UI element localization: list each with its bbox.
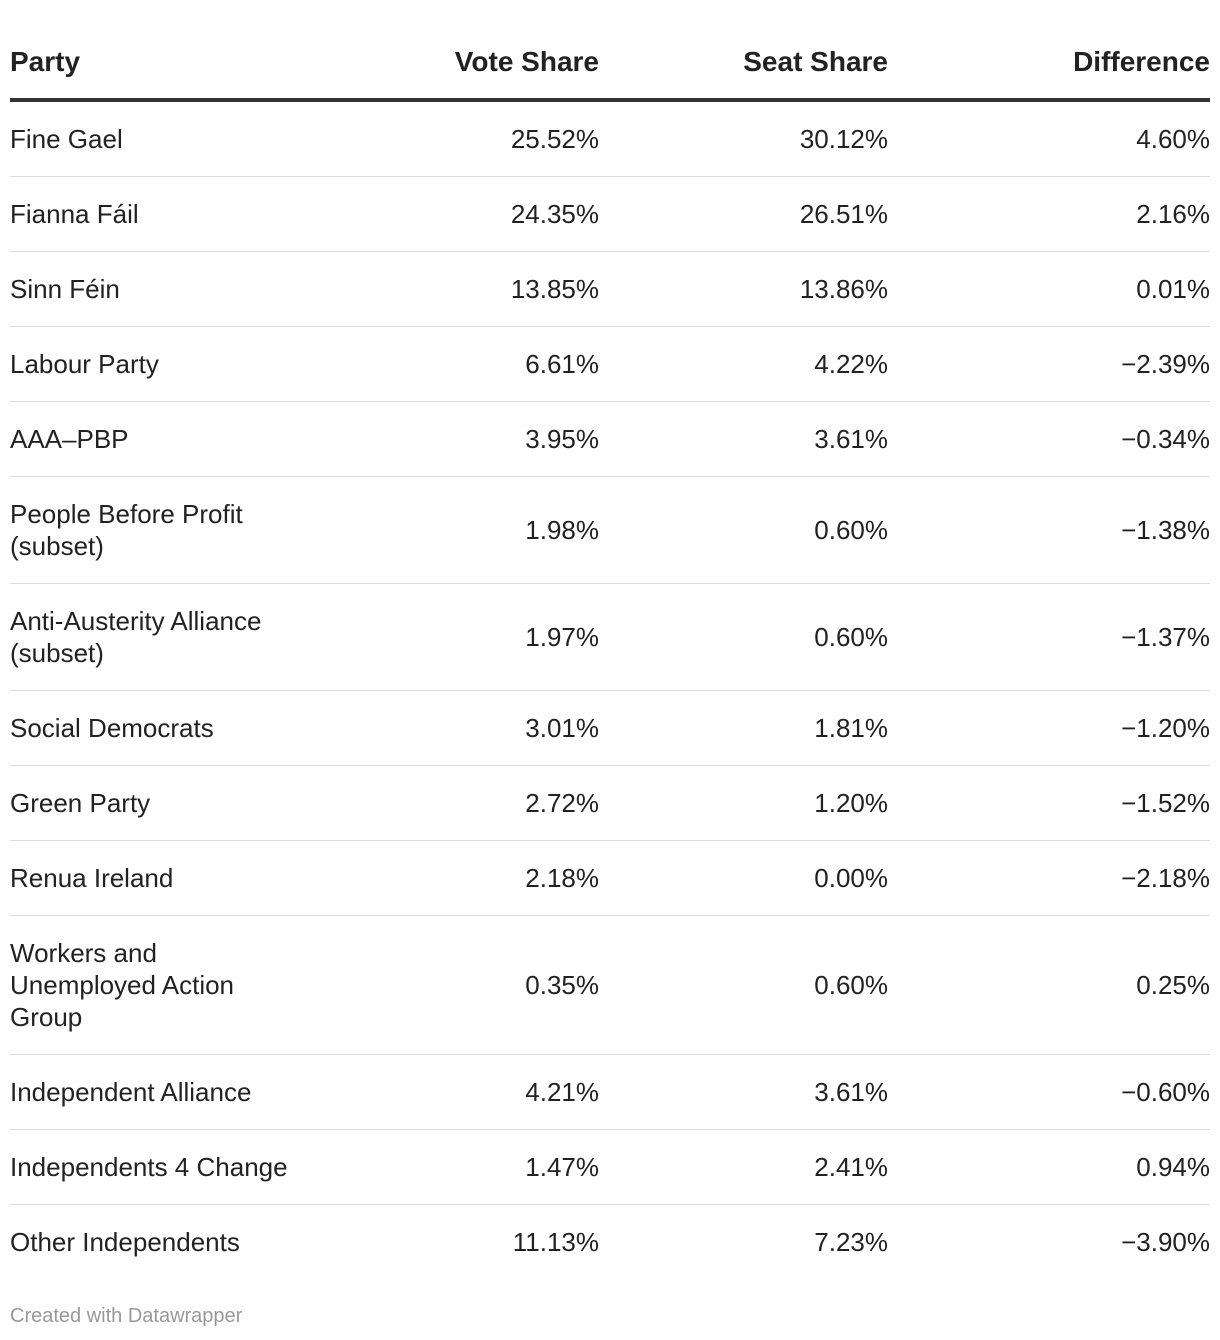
seat-share-cell: 4.22% xyxy=(599,326,888,402)
vote-share-cell: 3.01% xyxy=(310,690,599,766)
seat-share-cell: 3.61% xyxy=(599,401,888,477)
vote-share-cell: 4.21% xyxy=(310,1054,599,1130)
difference-cell: −2.39% xyxy=(888,326,1210,402)
seat-share-cell: 30.12% xyxy=(599,100,888,177)
seat-share-cell: 0.60% xyxy=(599,476,888,584)
table-row: Other Independents 11.13% 7.23% −3.90% xyxy=(10,1205,1210,1280)
seat-share-cell: 0.60% xyxy=(599,583,888,691)
vote-share-cell: 3.95% xyxy=(310,401,599,477)
party-cell: Sinn Féin xyxy=(10,251,310,327)
vote-share-cell: 0.35% xyxy=(310,915,599,1055)
seat-share-cell: 13.86% xyxy=(599,251,888,327)
difference-cell: −1.37% xyxy=(888,583,1210,691)
party-cell: Labour Party xyxy=(10,326,310,402)
party-cell: Anti-Austerity Alliance (subset) xyxy=(10,583,310,691)
vote-share-cell: 1.98% xyxy=(310,476,599,584)
party-cell: Workers and Unemployed Action Group xyxy=(10,915,310,1055)
party-cell: Green Party xyxy=(10,765,310,841)
vote-share-cell: 2.18% xyxy=(310,840,599,916)
vote-share-cell: 25.52% xyxy=(310,100,599,177)
difference-cell: −1.38% xyxy=(888,476,1210,584)
results-table: Party Vote Share Seat Share Difference F… xyxy=(10,38,1210,1279)
header-row: Party Vote Share Seat Share Difference xyxy=(10,38,1210,102)
table-row: Anti-Austerity Alliance (subset) 1.97% 0… xyxy=(10,583,1210,691)
party-cell: Fianna Fáil xyxy=(10,176,310,252)
seat-share-cell: 2.41% xyxy=(599,1129,888,1205)
table-row: Independent Alliance 4.21% 3.61% −0.60% xyxy=(10,1054,1210,1130)
table-row: AAA–PBP 3.95% 3.61% −0.34% xyxy=(10,401,1210,477)
seat-share-cell: 26.51% xyxy=(599,176,888,252)
party-cell: People Before Profit (subset) xyxy=(10,476,310,584)
difference-cell: 2.16% xyxy=(888,176,1210,252)
party-cell: AAA–PBP xyxy=(10,401,310,477)
table-row: Fianna Fáil 24.35% 26.51% 2.16% xyxy=(10,176,1210,252)
difference-cell: −1.52% xyxy=(888,765,1210,841)
difference-cell: 0.94% xyxy=(888,1129,1210,1205)
vote-share-cell: 24.35% xyxy=(310,176,599,252)
difference-cell: 0.25% xyxy=(888,915,1210,1055)
table-row: People Before Profit (subset) 1.98% 0.60… xyxy=(10,476,1210,584)
party-cell: Independent Alliance xyxy=(10,1054,310,1130)
results-table-container: Party Vote Share Seat Share Difference F… xyxy=(10,38,1210,1279)
difference-cell: 4.60% xyxy=(888,100,1210,177)
column-header-difference[interactable]: Difference xyxy=(888,38,1210,102)
table-row: Renua Ireland 2.18% 0.00% −2.18% xyxy=(10,840,1210,916)
footer-credit: Created with Datawrapper xyxy=(10,1305,243,1327)
party-cell: Fine Gael xyxy=(10,100,310,177)
table-row: Social Democrats 3.01% 1.81% −1.20% xyxy=(10,690,1210,766)
vote-share-cell: 6.61% xyxy=(310,326,599,402)
party-cell: Social Democrats xyxy=(10,690,310,766)
table-header: Party Vote Share Seat Share Difference xyxy=(10,38,1210,102)
seat-share-cell: 7.23% xyxy=(814,1227,888,1257)
table-row: Sinn Féin 13.85% 13.86% 0.01% xyxy=(10,251,1210,327)
seat-share-cell: 1.20% xyxy=(599,765,888,841)
column-header-seat-share[interactable]: Seat Share xyxy=(599,38,888,102)
difference-cell: −3.90% xyxy=(1121,1227,1210,1257)
seat-share-cell: 1.81% xyxy=(599,690,888,766)
vote-share-cell: 11.13% xyxy=(512,1227,599,1257)
table-body: Fine Gael 25.52% 30.12% 4.60% Fianna Fái… xyxy=(10,100,1210,1279)
table-row: Labour Party 6.61% 4.22% −2.39% xyxy=(10,326,1210,402)
vote-share-cell: 2.72% xyxy=(310,765,599,841)
party-cell: Other Independents xyxy=(10,1227,240,1257)
party-cell: Renua Ireland xyxy=(10,840,310,916)
vote-share-cell: 13.85% xyxy=(310,251,599,327)
table-row: Workers and Unemployed Action Group 0.35… xyxy=(10,915,1210,1055)
table-row: Independents 4 Change 1.47% 2.41% 0.94% xyxy=(10,1129,1210,1205)
column-header-party[interactable]: Party xyxy=(10,38,310,102)
column-header-vote-share[interactable]: Vote Share xyxy=(310,38,599,102)
difference-cell: −2.18% xyxy=(888,840,1210,916)
seat-share-cell: 3.61% xyxy=(599,1054,888,1130)
difference-cell: −0.34% xyxy=(888,401,1210,477)
difference-cell: −1.20% xyxy=(888,690,1210,766)
seat-share-cell: 0.00% xyxy=(599,840,888,916)
difference-cell: 0.01% xyxy=(888,251,1210,327)
table-row: Fine Gael 25.52% 30.12% 4.60% xyxy=(10,100,1210,177)
vote-share-cell: 1.97% xyxy=(310,583,599,691)
vote-share-cell: 1.47% xyxy=(310,1129,599,1205)
difference-cell: −0.60% xyxy=(888,1054,1210,1130)
table-row: Green Party 2.72% 1.20% −1.52% xyxy=(10,765,1210,841)
seat-share-cell: 0.60% xyxy=(599,915,888,1055)
party-cell: Independents 4 Change xyxy=(10,1129,310,1205)
